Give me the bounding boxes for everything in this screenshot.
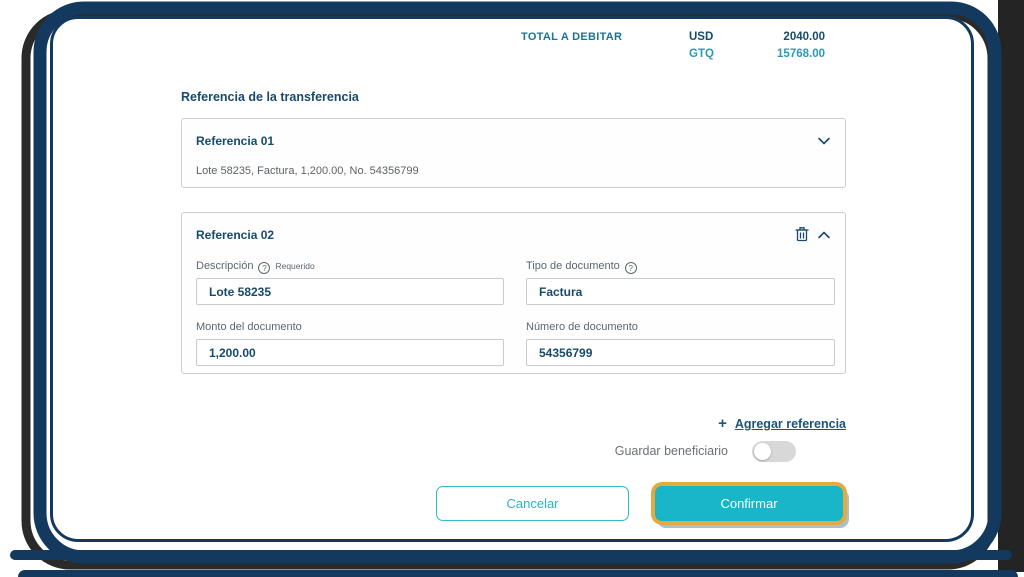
reference-2-title: Referencia 02 — [196, 228, 275, 242]
reference-panel-2: Referencia 02 — [181, 212, 846, 374]
help-icon[interactable]: ? — [624, 262, 637, 274]
reference-panel-1[interactable]: Referencia 01 Lote 58235, Factura, 1,200… — [181, 118, 846, 188]
currency-gtq: GTQ — [689, 48, 714, 60]
document-amount-label: Monto del documento — [196, 321, 302, 333]
document-number-input[interactable] — [526, 339, 835, 366]
total-to-debit-label: TOTAL A DEBITAR — [521, 31, 623, 43]
currency-usd: USD — [689, 31, 714, 43]
save-beneficiary-label: Guardar beneficiario — [614, 444, 728, 458]
transfer-form-card: TOTAL A DEBITAR USD 2040.00 GTQ 15768.00… — [50, 16, 974, 542]
document-type-label: Tipo de documento? — [526, 260, 637, 274]
cancel-button[interactable]: Cancelar — [436, 486, 629, 521]
description-label: Descripción? Requerido — [196, 260, 315, 274]
plus-icon: + — [718, 415, 727, 432]
document-number-label: Número de documento — [526, 321, 638, 333]
page-title: Referencia de la transferencia — [181, 90, 359, 104]
document-type-label-text: Tipo de documento — [526, 260, 620, 272]
document-type-input[interactable] — [526, 278, 835, 305]
amount-gtq: 15768.00 — [777, 48, 825, 60]
required-hint: Requerido — [275, 261, 315, 271]
help-icon[interactable]: ? — [258, 262, 271, 274]
toggle-knob — [754, 443, 771, 460]
chevron-down-icon[interactable] — [817, 134, 831, 148]
trash-icon[interactable] — [795, 226, 809, 242]
document-amount-input[interactable] — [196, 339, 504, 366]
description-input[interactable] — [196, 278, 504, 305]
add-reference-link[interactable]: + Agregar referencia — [53, 415, 846, 432]
description-label-text: Descripción — [196, 260, 254, 272]
add-reference-label: Agregar referencia — [734, 417, 846, 431]
confirm-button[interactable]: Confirmar — [655, 486, 843, 521]
amount-usd: 2040.00 — [783, 31, 825, 43]
reference-1-summary: Lote 58235, Factura, 1,200.00, No. 54356… — [196, 165, 419, 177]
save-beneficiary-toggle[interactable] — [752, 441, 796, 462]
reference-1-title: Referencia 01 — [196, 134, 275, 148]
chevron-up-icon[interactable] — [817, 228, 831, 242]
save-beneficiary-row: Guardar beneficiario — [53, 441, 846, 463]
